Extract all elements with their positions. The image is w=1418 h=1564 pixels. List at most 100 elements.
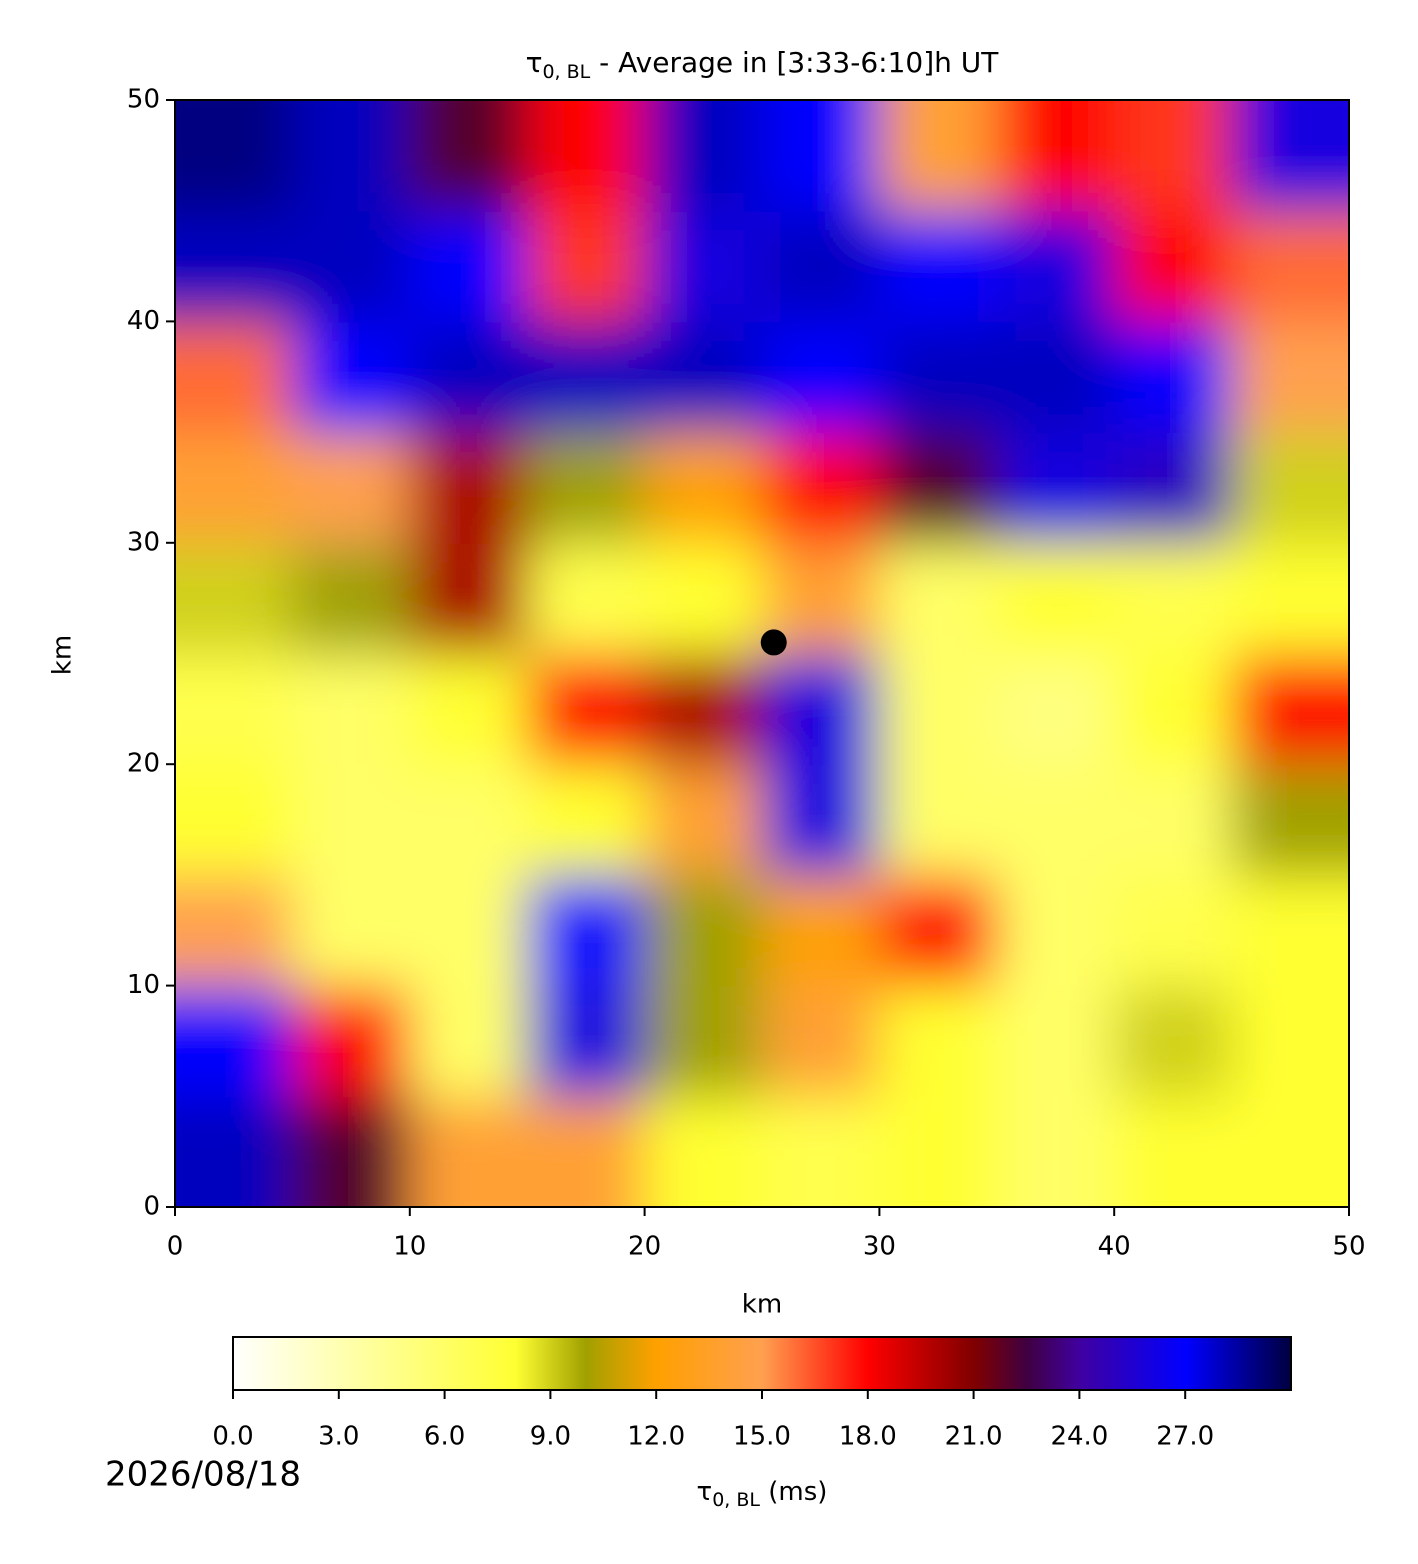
heat-cell	[175, 874, 294, 987]
heat-cell	[175, 985, 294, 1098]
cbar-unit: (ms)	[760, 1477, 827, 1507]
heat-cell	[996, 653, 1116, 766]
heat-cell	[762, 653, 881, 766]
heat-cell	[1114, 210, 1233, 323]
field	[175, 100, 1349, 1207]
x-tick-label: 30	[863, 1232, 896, 1262]
heat-cell	[1231, 985, 1349, 1098]
heat-cell	[762, 321, 881, 434]
colorbar-tick-label: 3.0	[318, 1422, 359, 1452]
x-tick-label: 20	[628, 1232, 661, 1262]
heat-cell	[409, 210, 529, 323]
heat-cell	[1114, 1096, 1233, 1207]
heat-cell	[527, 432, 646, 544]
y-tick-label: 50	[127, 85, 160, 115]
heat-cell	[175, 542, 294, 655]
cbar-symbol: τ	[697, 1477, 713, 1507]
heat-cell	[175, 764, 294, 876]
heat-cell	[1114, 874, 1233, 987]
heat-cell	[409, 874, 529, 987]
heat-cell	[762, 210, 881, 323]
heat-cell	[409, 1096, 529, 1207]
heat-cell	[996, 210, 1116, 323]
colorbar-tick-label: 9.0	[530, 1422, 571, 1452]
colorbar-tick-label: 0.0	[212, 1422, 253, 1452]
heat-cell	[527, 542, 646, 655]
heat-cell	[292, 1096, 411, 1207]
title-rest: - Average in [3:33-6:10]h UT	[590, 46, 999, 79]
colorbar-tick-label: 27.0	[1156, 1422, 1214, 1452]
heat-cell	[292, 874, 411, 987]
y-tick-label: 0	[143, 1192, 160, 1222]
title-subscript: 0, BL	[542, 61, 590, 83]
y-tick-label: 30	[127, 527, 160, 557]
heat-cell	[409, 542, 529, 655]
heat-cell	[644, 985, 763, 1098]
heat-cell	[879, 210, 998, 323]
heat-cell	[996, 542, 1116, 655]
heat-cell	[644, 432, 763, 544]
heat-cell	[409, 985, 529, 1098]
heat-cell	[292, 764, 411, 876]
heat-cell	[409, 100, 529, 212]
y-axis-label: km	[48, 635, 78, 675]
heat-cell	[879, 985, 998, 1098]
heat-cell	[879, 542, 998, 655]
heat-cell	[644, 874, 763, 987]
heat-cell	[527, 874, 646, 987]
heat-cell	[175, 100, 294, 212]
heat-cell	[292, 100, 411, 212]
heat-cell	[292, 210, 411, 323]
heat-cell	[879, 321, 998, 434]
heat-cell	[527, 985, 646, 1098]
date: 2026/08/18	[105, 1455, 301, 1495]
heat-cell	[762, 985, 881, 1098]
heat-cell	[644, 321, 763, 434]
colorbar-tick-label: 21.0	[945, 1422, 1003, 1452]
heat-cell	[1114, 653, 1233, 766]
heat-cell	[996, 321, 1116, 434]
heat-cell	[527, 1096, 646, 1207]
heat-cell	[644, 100, 763, 212]
heat-cell	[996, 432, 1116, 544]
x-tick-label: 10	[393, 1232, 426, 1262]
heat-cell	[1231, 321, 1349, 434]
heat-cell	[175, 1096, 294, 1207]
heat-cell	[527, 321, 646, 434]
point-marker	[760, 629, 787, 656]
heat-cell	[175, 432, 294, 544]
heat-cell	[1114, 432, 1233, 544]
heat-cell	[996, 764, 1116, 876]
heat-cell	[762, 1096, 881, 1207]
heat-cell	[527, 100, 646, 212]
heat-cells	[175, 100, 1349, 1207]
heat-cell	[1114, 985, 1233, 1098]
heat-cell	[762, 432, 881, 544]
heat-cell	[644, 210, 763, 323]
x-axis-label: km	[742, 1290, 782, 1320]
heat-cell	[292, 321, 411, 434]
x-tick-label: 50	[1332, 1232, 1365, 1262]
heat-cell	[879, 1096, 998, 1207]
heat-cell	[527, 210, 646, 323]
heat-cell	[1114, 542, 1233, 655]
heat-cell	[527, 764, 646, 876]
heat-cell	[762, 874, 881, 987]
heat-cell	[1231, 100, 1349, 212]
colorbar-tick-label: 12.0	[627, 1422, 685, 1452]
heat-cell	[527, 653, 646, 766]
colorbar-tick-label: 15.0	[733, 1422, 791, 1452]
heat-cell	[879, 764, 998, 876]
heat-cell	[996, 1096, 1116, 1207]
heat-cell	[175, 210, 294, 323]
heat-cell	[409, 764, 529, 876]
heat-cell	[762, 764, 881, 876]
colorbar	[232, 1336, 1292, 1391]
heat-cell	[996, 874, 1116, 987]
heat-cell	[409, 432, 529, 544]
heat-cell	[292, 542, 411, 655]
heat-cell	[879, 874, 998, 987]
chart-title: τ0, BL - Average in [3:33-6:10]h UT	[526, 46, 1000, 83]
title-symbol: τ	[526, 46, 543, 79]
heat-cell	[1231, 874, 1349, 987]
